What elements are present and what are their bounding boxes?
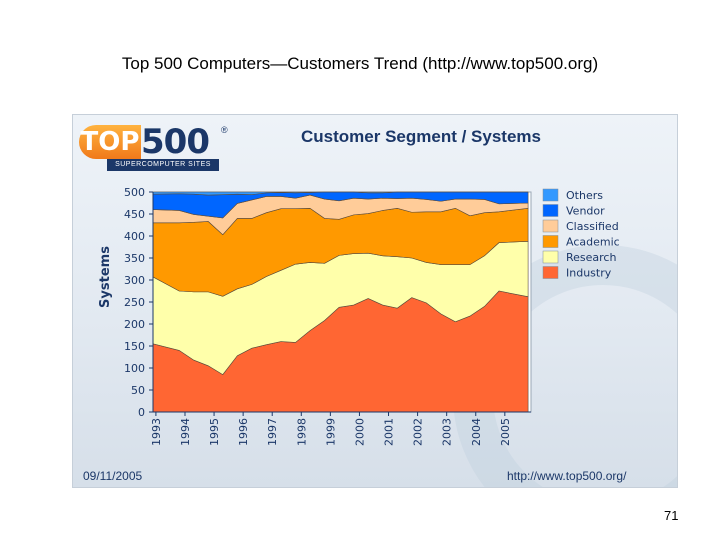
legend-swatch-classified [542,219,559,233]
x-tick-label: 2001 [383,418,396,446]
x-tick-label: 2000 [353,418,366,446]
x-tick-label: 1998 [295,418,308,446]
legend-swatch-industry [542,266,559,279]
x-tick-label: 1994 [179,418,192,446]
y-tick-label: 450 [124,208,145,221]
x-tick-label: 1993 [150,418,163,446]
logo-subtitle: SUPERCOMPUTER SITES [107,159,219,171]
x-tick-label: 1996 [237,418,250,446]
x-tick-label: 2005 [499,418,512,446]
y-tick-label: 50 [131,384,145,397]
legend-label-industry: Industry [566,267,612,280]
legend-swatch-academic [542,235,559,248]
y-tick-label: 150 [124,340,145,353]
legend-label-research: Research [566,251,616,264]
x-tick-label: 1999 [324,418,337,446]
footer-url[interactable]: http://www.top500.org/ [507,469,627,483]
legend-label-others: Others [566,189,603,202]
legend-label-academic: Academic [566,236,620,249]
legend-label-classified: Classified [566,220,619,233]
y-tick-label: 500 [124,186,145,199]
y-tick-label: 200 [124,318,145,331]
x-tick-label: 1997 [266,418,279,446]
y-tick-label: 300 [124,274,145,287]
y-axis-label: Systems [98,246,113,308]
slide-title: Top 500 Computers—Customers Trend (http:… [121,54,599,73]
chart-title: Customer Segment / Systems [301,127,541,146]
logo-number-text: 500 [141,122,210,162]
area-series-others [152,191,529,196]
chart-svg: 0 50 100 150 200 250 300 350 400 450 500 1993 1994 19… [98,186,620,446]
x-tick-label: 2003 [441,418,454,446]
chart-figure: TOP 500 ® SUPERCOMPUTER SITES Customer S… [72,114,678,488]
logo-top-text: TOP [79,125,141,159]
footer-date: 09/11/2005 [83,469,143,483]
page-number: 71 [664,508,679,523]
y-tick-label: 250 [124,296,145,309]
logo-registered-mark: ® [221,125,228,135]
legend-label-vendor: Vendor [566,205,605,218]
top500-logo: TOP 500 ® SUPERCOMPUTER SITES [73,121,233,173]
y-tick-label: 100 [124,362,145,375]
legend-swatch-research [542,250,559,264]
legend-swatch-others [542,188,559,202]
x-tick-label: 1995 [208,418,221,446]
x-tick-label: 2004 [470,418,483,446]
legend-swatch-vendor [542,204,559,217]
y-tick-label: 0 [138,406,145,419]
y-tick-label: 400 [124,230,145,243]
y-tick-label: 350 [124,252,145,265]
x-tick-label: 2002 [412,418,425,446]
